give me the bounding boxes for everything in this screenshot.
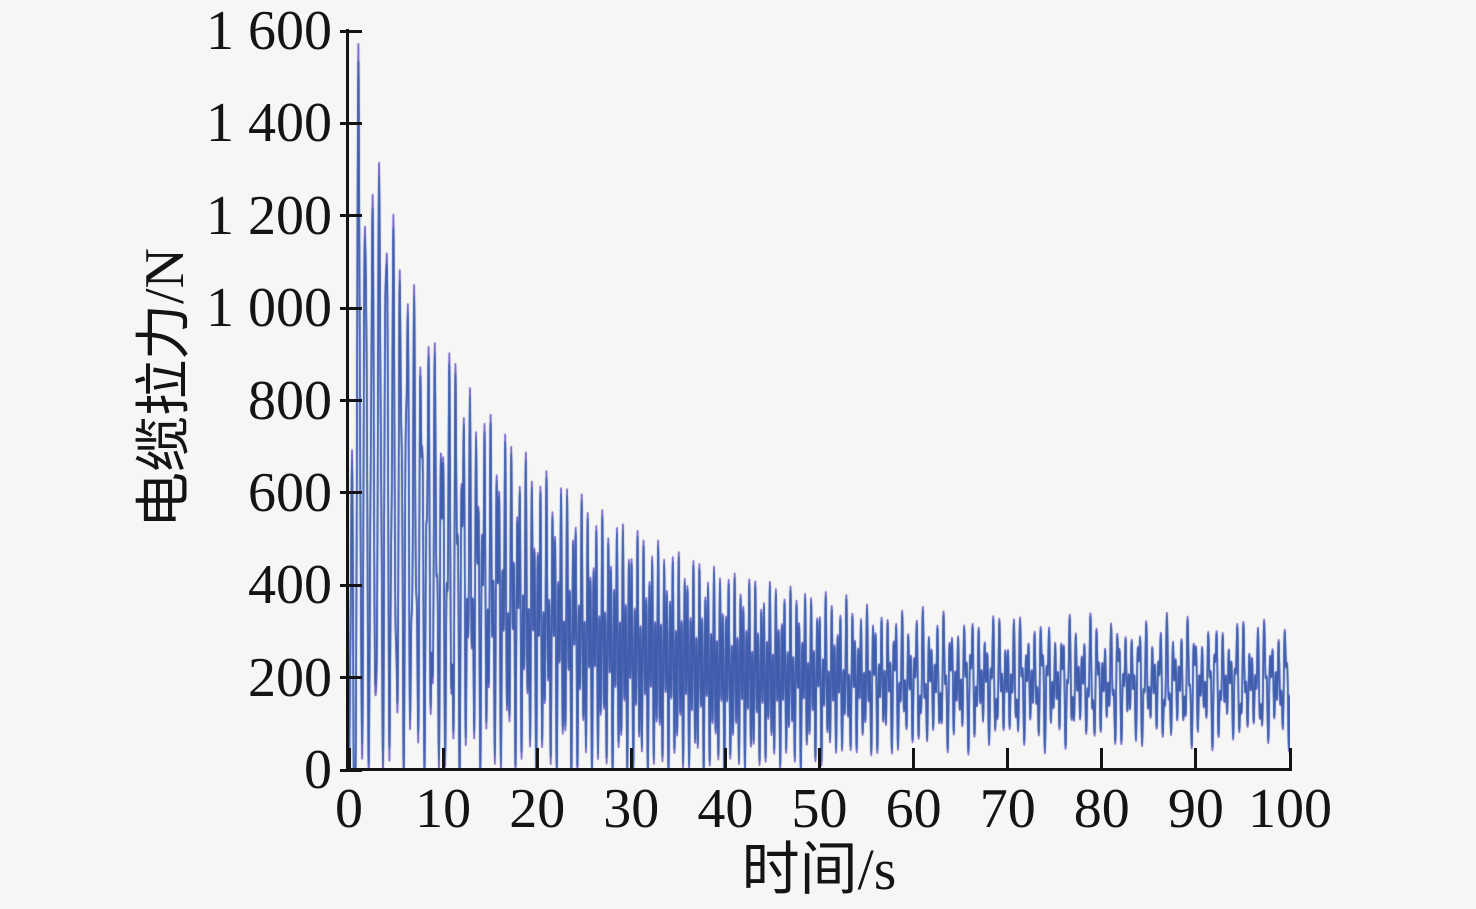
- y-tick-mark: [340, 583, 362, 587]
- y-tick-mark: [340, 676, 362, 680]
- x-tick-label: 90: [1167, 778, 1224, 840]
- y-tick-label: 0: [304, 739, 332, 801]
- x-tick-label: 70: [979, 778, 1036, 840]
- y-tick-mark: [340, 768, 362, 772]
- y-tick-mark: [340, 214, 362, 218]
- x-tick-mark: [818, 748, 821, 769]
- y-tick-mark: [340, 306, 362, 310]
- x-tick-mark: [535, 748, 539, 769]
- x-tick-mark: [441, 748, 445, 769]
- x-tick-mark: [347, 748, 351, 769]
- x-tick-label: 0: [335, 778, 363, 840]
- x-tick-mark: [1288, 748, 1292, 769]
- y-tick-label: 200: [248, 646, 332, 709]
- y-axis-title: 电缆拉力/N: [134, 248, 196, 528]
- x-tick-label: 80: [1073, 778, 1130, 840]
- y-tick-label: 800: [248, 369, 332, 432]
- x-tick-label: 10: [415, 778, 472, 840]
- y-tick-label: 1 600: [206, 0, 332, 62]
- x-tick-mark: [1194, 748, 1198, 769]
- x-tick-mark: [629, 748, 633, 769]
- y-tick-mark: [340, 121, 362, 125]
- y-tick-mark: [340, 29, 362, 33]
- y-tick-label: 1 000: [206, 277, 332, 340]
- x-tick-mark: [1100, 748, 1104, 769]
- x-tick-label: 60: [885, 778, 942, 840]
- x-tick-label: 40: [697, 778, 754, 840]
- x-axis-line: [346, 768, 1292, 771]
- y-tick-mark: [340, 491, 362, 495]
- x-tick-label: 20: [509, 778, 566, 840]
- y-tick-label: 600: [248, 461, 332, 524]
- y-tick-label: 1 400: [206, 92, 332, 155]
- y-tick-mark: [340, 399, 362, 402]
- y-tick-label: 1 200: [206, 184, 332, 247]
- x-tick-mark: [723, 748, 727, 769]
- x-tick-mark: [912, 748, 916, 769]
- tension-series-plot: [349, 31, 1290, 770]
- y-tick-label: 400: [248, 554, 332, 617]
- x-tick-mark: [1006, 748, 1010, 769]
- x-axis-title: 时间/s: [741, 837, 897, 902]
- x-tick-label: 30: [603, 778, 660, 840]
- x-tick-label: 50: [791, 778, 848, 840]
- x-tick-label: 100: [1248, 778, 1332, 840]
